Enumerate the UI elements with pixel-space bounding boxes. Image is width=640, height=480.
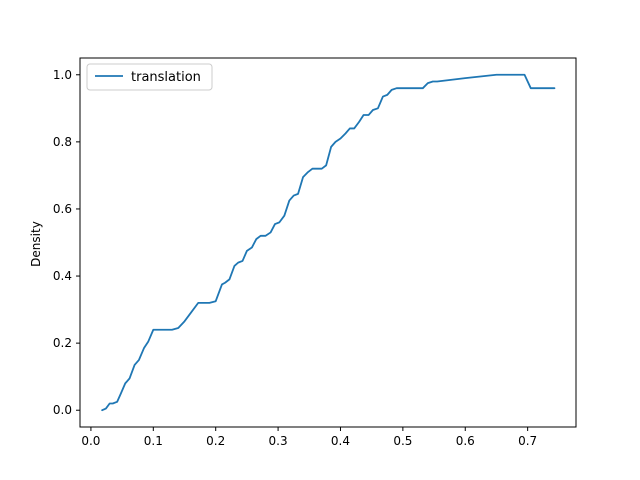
- x-tick-label: 0.0: [81, 434, 100, 448]
- y-tick-label: 0.0: [53, 403, 72, 417]
- legend-box: [86, 63, 213, 91]
- x-tick-label: 0.4: [331, 434, 350, 448]
- x-tick-label: 0.1: [144, 434, 163, 448]
- x-tick-label: 0.5: [393, 434, 412, 448]
- legend: translation: [86, 63, 213, 91]
- x-axis-ticks: 0.0 0.1 0.2 0.3 0.4 0.5 0.6 0.7: [81, 427, 537, 448]
- x-tick-label: 0.6: [456, 434, 475, 448]
- axes-frame: [79, 57, 577, 428]
- y-tick-label: 0.8: [53, 135, 72, 149]
- x-tick-label: 0.2: [206, 434, 225, 448]
- series-line-translation: [101, 73, 556, 412]
- x-tick-label: 0.7: [518, 434, 537, 448]
- y-axis-ticks: 0.0 0.2 0.4 0.6 0.8 1.0: [53, 68, 80, 417]
- x-tick-label: 0.3: [269, 434, 288, 448]
- y-tick-label: 0.6: [53, 202, 72, 216]
- y-axis-label: Density: [29, 221, 43, 267]
- legend-label-translation: translation: [131, 70, 201, 85]
- y-tick-label: 0.4: [53, 269, 72, 283]
- plot-area: [79, 57, 577, 428]
- y-tick-label: 0.2: [53, 336, 72, 350]
- y-tick-label: 1.0: [53, 68, 72, 82]
